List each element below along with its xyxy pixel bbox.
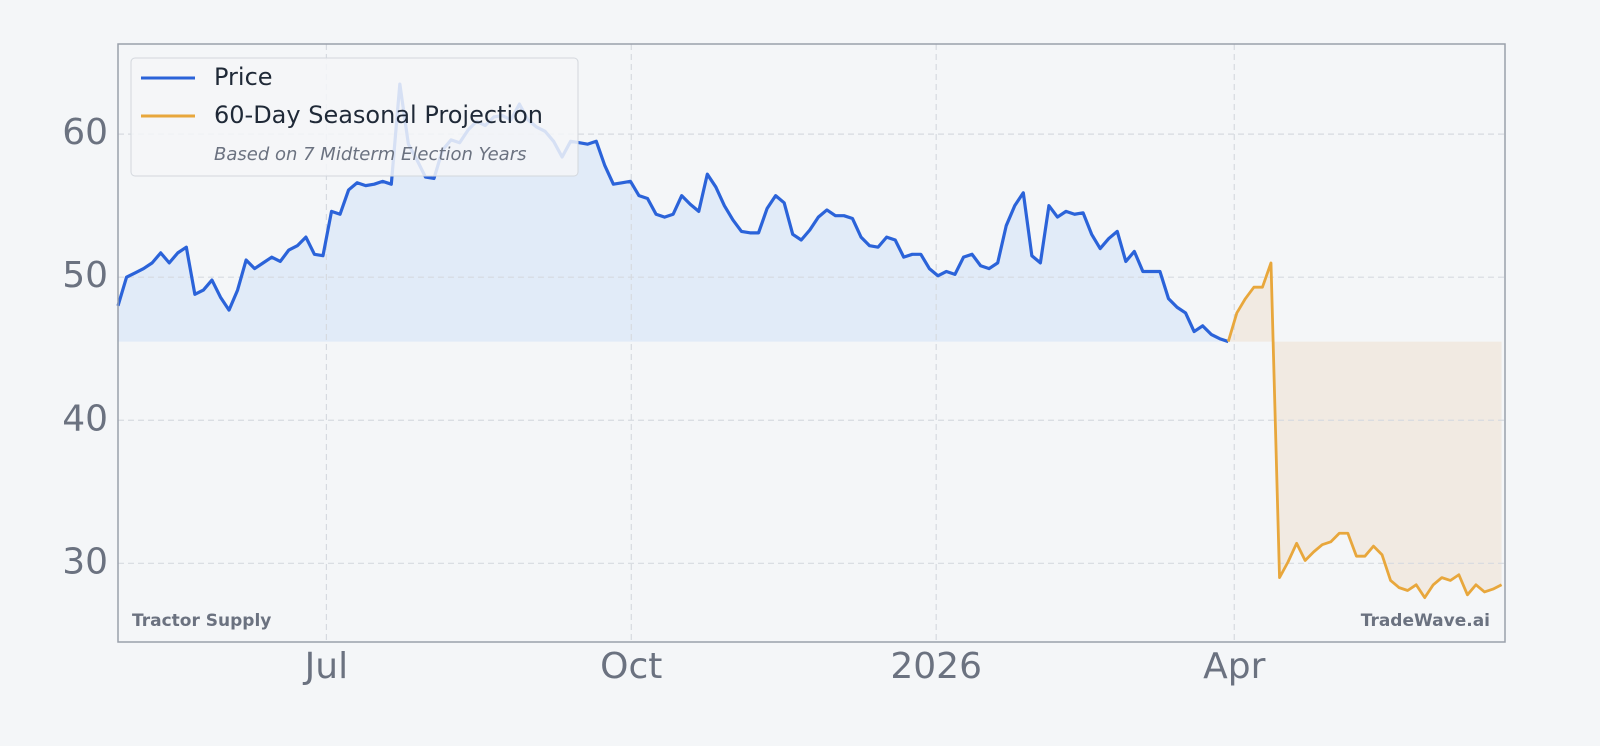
- lines: [116, 82, 1503, 600]
- legend-box: [130, 57, 579, 177]
- x-tick-label: Apr: [1203, 646, 1265, 687]
- series-line: [116, 82, 1229, 344]
- legend-note: Based on 7 Midterm Election Years: [214, 144, 527, 165]
- y-tick-label: 60: [62, 112, 108, 153]
- y-tick-label: 50: [62, 255, 108, 296]
- x-tick-label: Oct: [600, 646, 662, 687]
- legend-label: 60-Day Seasonal Projection: [214, 101, 543, 129]
- watermark: TradeWave.ai: [1361, 611, 1490, 631]
- ticks: 30 40 50 60 Jul Oct 2026 Apr: [62, 112, 1265, 687]
- source-label: Tractor Supply: [132, 611, 271, 631]
- y-tick-label: 30: [62, 541, 108, 582]
- legend-label: Price: [214, 63, 273, 91]
- x-tick-label: 2026: [890, 646, 982, 687]
- plot-frame: [117, 43, 1506, 643]
- area-fill: [1228, 262, 1502, 598]
- series-line: [1226, 261, 1503, 600]
- y-tick-label: 40: [62, 398, 108, 439]
- legend: Price 60-Day Seasonal Projection Based on …: [130, 57, 579, 177]
- x-tick-label: Jul: [303, 646, 348, 687]
